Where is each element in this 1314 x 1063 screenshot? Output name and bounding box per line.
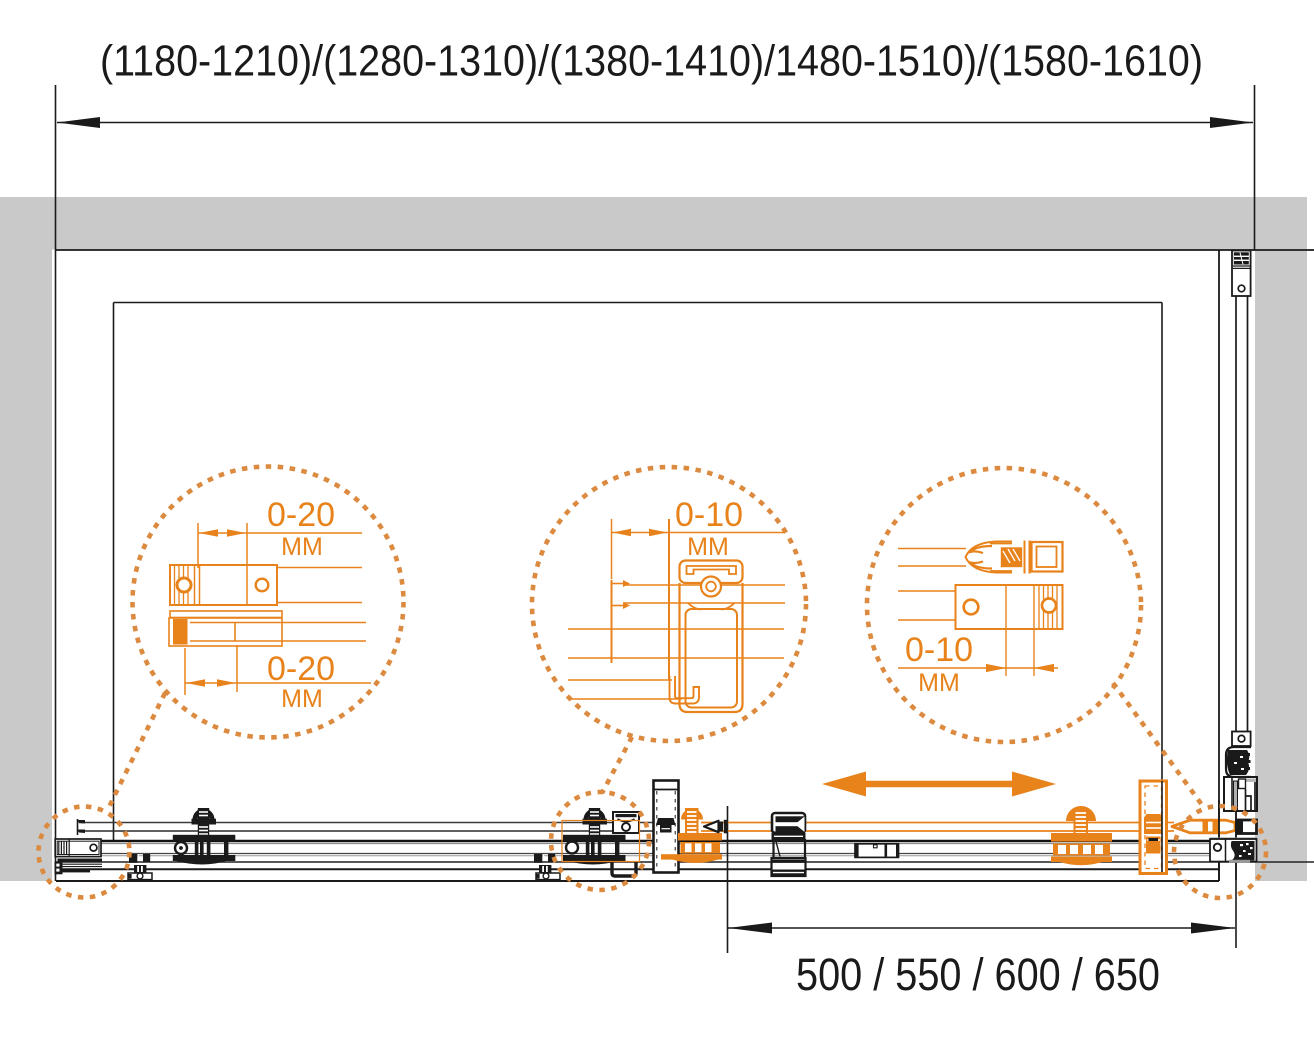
svg-text:0-20: 0-20 bbox=[267, 496, 335, 534]
svg-text:MM: MM bbox=[281, 533, 323, 561]
svg-text:0-20: 0-20 bbox=[267, 650, 335, 688]
svg-text:MM: MM bbox=[281, 685, 323, 713]
svg-text:0-10: 0-10 bbox=[905, 631, 973, 669]
svg-text:0-10: 0-10 bbox=[675, 496, 743, 534]
svg-text:(1180-1210)/(1280-1310)/(1380-: (1180-1210)/(1280-1310)/(1380-1410)/1480… bbox=[100, 37, 1203, 86]
svg-text:MM: MM bbox=[918, 669, 960, 697]
svg-text:500 / 550 / 600 / 650: 500 / 550 / 600 / 650 bbox=[796, 949, 1160, 1000]
svg-text:MM: MM bbox=[687, 533, 729, 561]
